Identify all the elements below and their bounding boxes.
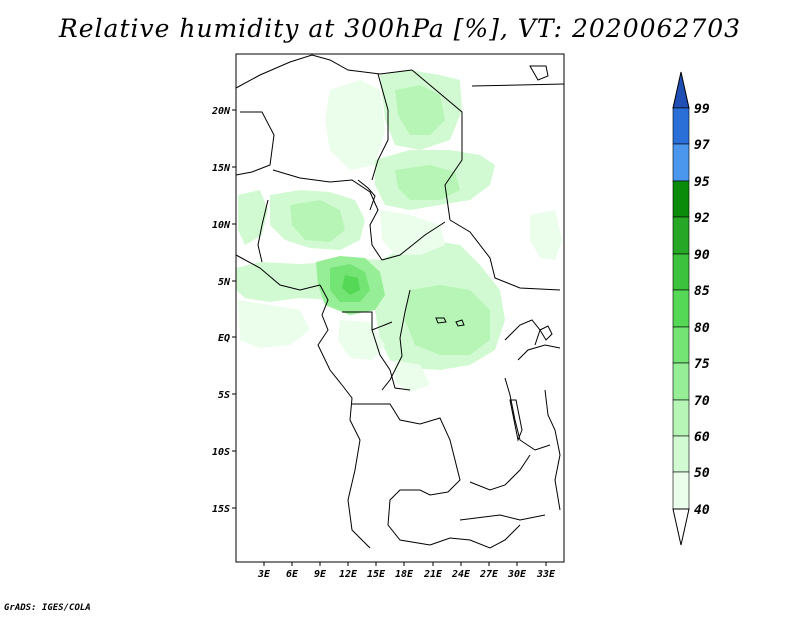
country-borders (235, 54, 565, 549)
colorbar-label: 70 (694, 394, 710, 409)
colorbar-label: 92 (694, 211, 710, 226)
plot-title: Relative humidity at 300hPa [%], VT: 202… (58, 14, 742, 43)
colorbar-label: 60 (694, 430, 710, 445)
lon-label: 9E (314, 569, 327, 580)
colorbar-label: 75 (694, 357, 710, 372)
colorbar-swatch (672, 289, 690, 328)
map-frame (235, 53, 565, 563)
lon-axis: 3E 6E 9E 12E 15E 18E 21E 24E 27E 30E 33E (257, 562, 556, 580)
colorbar-label: 85 (694, 284, 710, 299)
lat-label: 15S (212, 504, 230, 515)
colorbar-label: 97 (694, 138, 710, 153)
colorbar: 99 97 95 92 90 85 80 75 70 60 50 40 (672, 71, 710, 546)
colorbar-swatch (672, 143, 690, 182)
colorbar-swatch (672, 435, 690, 473)
lat-label: 10N (212, 220, 231, 231)
colorbar-swatch (672, 399, 690, 437)
colorbar-label: 50 (694, 466, 710, 481)
lon-label: 15E (367, 569, 386, 580)
lon-label: 30E (507, 569, 527, 580)
lon-label: 6E (286, 569, 299, 580)
lat-label: 15N (212, 163, 231, 174)
lon-label: 3E (257, 569, 271, 580)
lon-label: 18E (395, 569, 414, 580)
footer-credit: GrADS: IGES/COLA (4, 603, 91, 613)
lat-label: 10S (212, 447, 230, 458)
colorbar-label: 80 (694, 321, 710, 336)
lat-label: 20N (211, 106, 231, 117)
lat-axis: 20N 15N 10N 5N EQ 5S 10S 15S (211, 106, 236, 515)
colorbar-top-triangle (672, 71, 690, 109)
lon-label: 21E (423, 569, 443, 580)
colorbar-label: 95 (694, 175, 710, 190)
colorbar-swatch (672, 362, 690, 401)
colorbar-swatch (672, 216, 690, 255)
colorbar-label: 99 (694, 102, 710, 117)
colorbar-bottom-triangle (672, 508, 690, 546)
lat-label: 5N (218, 277, 231, 288)
colorbar-swatch (672, 107, 690, 145)
colorbar-label: 40 (694, 503, 710, 518)
lat-label: 5S (218, 390, 230, 401)
colorbar-swatch (672, 253, 690, 291)
lon-label: 27E (479, 569, 499, 580)
lat-label: EQ (218, 333, 230, 344)
lon-label: 33E (536, 569, 556, 580)
colorbar-swatch (672, 326, 690, 364)
colorbar-swatch (672, 180, 690, 218)
colorbar-swatch (672, 471, 690, 510)
colorbar-label: 90 (694, 248, 710, 263)
lon-label: 24E (451, 569, 471, 580)
lakes (435, 65, 553, 442)
lon-label: 12E (339, 569, 358, 580)
humidity-shading (236, 70, 562, 392)
